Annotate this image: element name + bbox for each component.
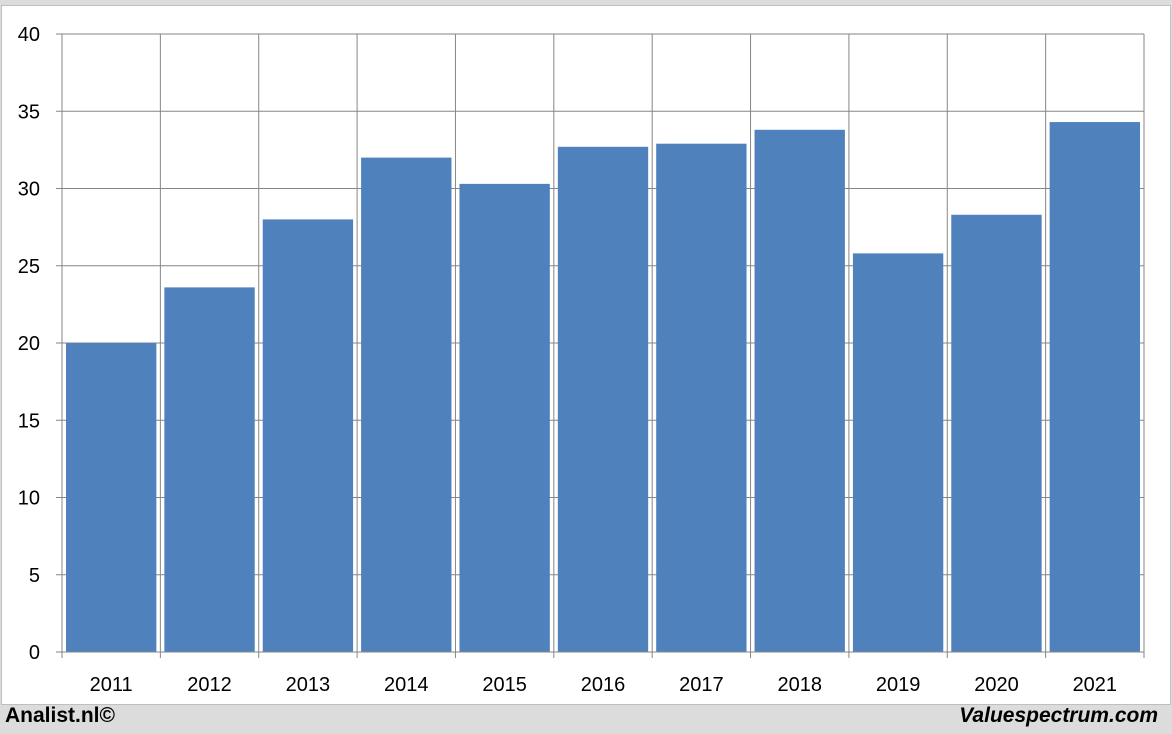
x-tick-label: 2013 bbox=[286, 674, 331, 696]
bar-2014 bbox=[361, 157, 452, 652]
x-tick-label: 2012 bbox=[187, 674, 232, 696]
x-tick-label: 2019 bbox=[876, 674, 921, 696]
bar-2013 bbox=[262, 219, 354, 652]
y-tick-label: 20 bbox=[18, 333, 40, 355]
y-tick-label: 30 bbox=[18, 179, 40, 201]
y-tick-label: 0 bbox=[29, 642, 40, 664]
bar-2017 bbox=[656, 143, 747, 652]
bar-chart: 0 5 10 15 20 25 30 35 40 2011 2012 2013 2014 2015 2016… bbox=[18, 24, 1145, 696]
x-tick-label: 2018 bbox=[777, 674, 822, 696]
bar-2015 bbox=[459, 183, 550, 653]
x-tick-label: 2011 bbox=[90, 674, 133, 696]
footer-left-brand: Analist.nl© bbox=[5, 704, 115, 727]
y-tick-label: 5 bbox=[29, 565, 40, 587]
bar-2016 bbox=[557, 146, 649, 652]
y-tick-label: 25 bbox=[18, 256, 40, 278]
y-tick-label: 35 bbox=[18, 101, 40, 123]
x-tick-label: 2021 bbox=[1073, 674, 1118, 696]
x-tick-label: 2016 bbox=[581, 674, 626, 696]
y-tick-label: 10 bbox=[18, 488, 40, 510]
bar-2020 bbox=[951, 214, 1042, 652]
footer-right-brand: Valuespectrum.com bbox=[959, 704, 1158, 727]
bar-2011 bbox=[66, 343, 157, 652]
chart-frame: 0 5 10 15 20 25 30 35 40 2011 2012 2013 2014 2015 2016… bbox=[1, 5, 1171, 705]
y-tick-label: 15 bbox=[18, 410, 40, 432]
bar-2021 bbox=[1049, 122, 1140, 652]
bar-2012 bbox=[164, 287, 255, 652]
y-tick-label: 40 bbox=[18, 24, 40, 46]
x-tick-label: 2015 bbox=[482, 674, 527, 696]
x-tick-label: 2014 bbox=[384, 674, 429, 696]
bar-2018 bbox=[754, 129, 845, 652]
bar-2019 bbox=[852, 253, 944, 652]
x-tick-label: 2017 bbox=[679, 674, 724, 696]
x-tick-label: 2020 bbox=[974, 674, 1019, 696]
